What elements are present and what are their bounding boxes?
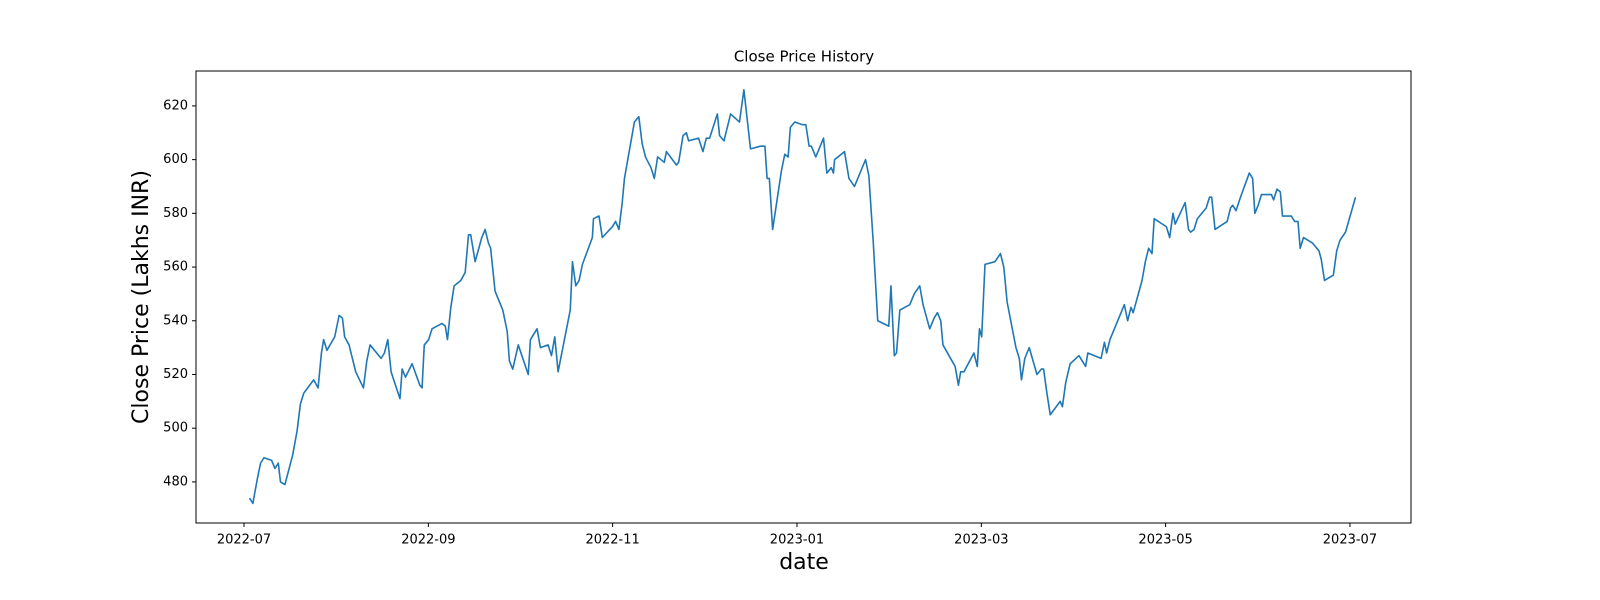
y-tick-label: 580 bbox=[163, 206, 188, 221]
price-line bbox=[248, 89, 1357, 505]
y-tick-label: 540 bbox=[163, 313, 188, 328]
y-tick-label: 620 bbox=[163, 98, 188, 113]
y-tick-label: 560 bbox=[163, 260, 188, 275]
y-tick-label: 600 bbox=[163, 152, 188, 167]
x-tick-label: 2023-07 bbox=[1323, 533, 1377, 548]
x-tick-label: 2022-07 bbox=[217, 533, 271, 548]
y-axis-label: Close Price (Lakhs INR) bbox=[129, 170, 154, 424]
y-tick-label: 520 bbox=[163, 367, 188, 382]
y-tick-label: 480 bbox=[163, 474, 188, 489]
x-tick-label: 2023-03 bbox=[954, 533, 1008, 548]
x-axis-label: date bbox=[779, 550, 829, 575]
y-tick-label: 500 bbox=[163, 421, 188, 436]
plot-frame bbox=[195, 70, 1412, 524]
chart-title: Close Price History bbox=[734, 48, 874, 66]
x-tick-label: 2023-01 bbox=[770, 533, 824, 548]
x-tick-label: 2022-09 bbox=[401, 533, 455, 548]
x-tick-label: 2022-11 bbox=[585, 533, 639, 548]
x-tick-label: 2023-05 bbox=[1138, 533, 1192, 548]
